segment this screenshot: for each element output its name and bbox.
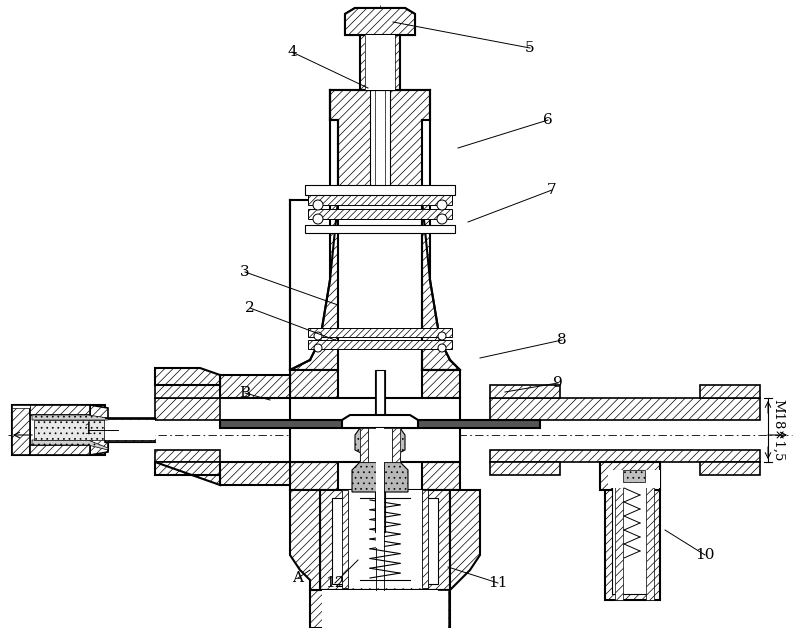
Polygon shape bbox=[422, 200, 460, 370]
Bar bbox=[105, 420, 155, 440]
Polygon shape bbox=[220, 375, 290, 398]
Polygon shape bbox=[600, 462, 660, 490]
Bar bbox=[370, 90, 390, 200]
Text: M18×1,5: M18×1,5 bbox=[772, 399, 785, 461]
Circle shape bbox=[313, 200, 323, 210]
Polygon shape bbox=[422, 462, 460, 490]
Polygon shape bbox=[322, 590, 448, 628]
Bar bbox=[308, 195, 452, 205]
Bar bbox=[332, 498, 438, 584]
Polygon shape bbox=[310, 590, 450, 628]
Polygon shape bbox=[490, 385, 560, 398]
Polygon shape bbox=[30, 445, 90, 455]
Polygon shape bbox=[12, 405, 30, 455]
Bar bbox=[308, 340, 452, 349]
Polygon shape bbox=[30, 405, 90, 415]
Polygon shape bbox=[605, 462, 660, 600]
Polygon shape bbox=[90, 405, 108, 455]
Polygon shape bbox=[32, 440, 108, 450]
Text: 4: 4 bbox=[287, 45, 297, 59]
Circle shape bbox=[313, 214, 323, 224]
Circle shape bbox=[438, 344, 446, 352]
Polygon shape bbox=[12, 405, 108, 455]
Polygon shape bbox=[155, 368, 220, 385]
Bar bbox=[612, 470, 653, 594]
Bar bbox=[365, 35, 395, 90]
Polygon shape bbox=[700, 462, 760, 475]
Text: 5: 5 bbox=[525, 41, 535, 55]
Polygon shape bbox=[105, 440, 155, 442]
Polygon shape bbox=[360, 428, 400, 462]
Circle shape bbox=[314, 332, 322, 340]
Polygon shape bbox=[290, 120, 430, 370]
Text: 6: 6 bbox=[543, 113, 553, 127]
Polygon shape bbox=[155, 462, 220, 475]
Polygon shape bbox=[155, 462, 220, 485]
Bar bbox=[308, 328, 452, 337]
Polygon shape bbox=[290, 462, 338, 490]
Polygon shape bbox=[155, 450, 220, 462]
Text: 1: 1 bbox=[83, 423, 93, 437]
Bar bbox=[305, 185, 455, 195]
Polygon shape bbox=[12, 405, 30, 455]
Polygon shape bbox=[342, 415, 418, 428]
Polygon shape bbox=[392, 428, 400, 462]
Bar bbox=[376, 428, 384, 548]
Text: B: B bbox=[239, 386, 250, 400]
Bar bbox=[422, 490, 428, 588]
Bar bbox=[322, 590, 438, 628]
Text: 7: 7 bbox=[547, 183, 557, 197]
Text: 2: 2 bbox=[245, 301, 255, 315]
Polygon shape bbox=[345, 8, 415, 35]
Text: 8: 8 bbox=[557, 333, 567, 347]
Circle shape bbox=[437, 214, 447, 224]
Polygon shape bbox=[450, 490, 480, 590]
Polygon shape bbox=[352, 462, 408, 492]
Text: 12: 12 bbox=[326, 576, 345, 590]
Polygon shape bbox=[34, 420, 104, 440]
Bar bbox=[375, 370, 385, 532]
Circle shape bbox=[437, 200, 447, 210]
Bar bbox=[368, 428, 392, 462]
Bar bbox=[615, 470, 623, 600]
Polygon shape bbox=[290, 490, 320, 590]
Polygon shape bbox=[490, 462, 560, 475]
Polygon shape bbox=[32, 415, 108, 420]
Bar bbox=[608, 470, 660, 488]
Text: 3: 3 bbox=[240, 265, 250, 279]
Polygon shape bbox=[105, 418, 155, 420]
Polygon shape bbox=[355, 428, 405, 455]
Bar bbox=[342, 490, 348, 588]
Bar bbox=[342, 490, 428, 588]
Bar bbox=[305, 225, 455, 233]
Polygon shape bbox=[290, 200, 338, 370]
Text: 11: 11 bbox=[488, 576, 508, 590]
Polygon shape bbox=[345, 8, 415, 35]
Polygon shape bbox=[623, 470, 645, 482]
Polygon shape bbox=[290, 370, 338, 398]
Polygon shape bbox=[360, 35, 400, 90]
Text: A: A bbox=[293, 571, 303, 585]
Polygon shape bbox=[490, 450, 760, 462]
Polygon shape bbox=[12, 405, 30, 408]
Polygon shape bbox=[700, 385, 760, 398]
Polygon shape bbox=[422, 370, 460, 398]
Polygon shape bbox=[220, 462, 290, 485]
Bar bbox=[290, 398, 460, 462]
Polygon shape bbox=[320, 490, 450, 590]
Circle shape bbox=[438, 332, 446, 340]
Polygon shape bbox=[360, 428, 368, 462]
Circle shape bbox=[314, 344, 322, 352]
Text: 9: 9 bbox=[553, 376, 563, 390]
Polygon shape bbox=[220, 420, 540, 428]
Text: 10: 10 bbox=[695, 548, 714, 562]
Polygon shape bbox=[155, 398, 220, 420]
Bar bbox=[646, 470, 654, 600]
Polygon shape bbox=[490, 398, 760, 420]
Polygon shape bbox=[155, 385, 220, 398]
Bar bbox=[308, 209, 452, 219]
Polygon shape bbox=[330, 90, 430, 200]
